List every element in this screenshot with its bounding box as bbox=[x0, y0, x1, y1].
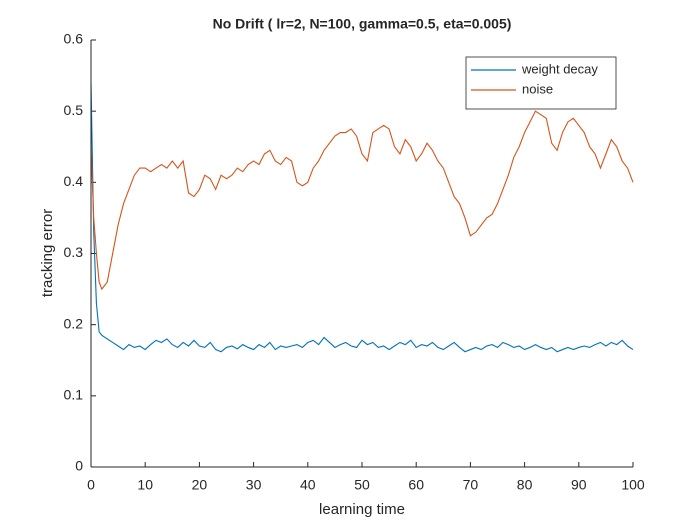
y-tick-label: 0.4 bbox=[64, 173, 84, 189]
legend-box bbox=[465, 56, 617, 110]
y-tick-label: 0.2 bbox=[64, 315, 84, 331]
x-tick-label: 90 bbox=[571, 477, 587, 493]
x-tick-label: 0 bbox=[87, 477, 95, 493]
line bbox=[90, 110, 634, 291]
x-tick-label: 20 bbox=[192, 477, 208, 493]
y-tick-label: 0.1 bbox=[64, 387, 84, 403]
x-tick-label: 40 bbox=[300, 477, 316, 493]
x-tick-label: 30 bbox=[246, 477, 262, 493]
plot-area bbox=[91, 40, 633, 467]
x-tick-label: 60 bbox=[408, 477, 424, 493]
x-tick-label: 50 bbox=[354, 477, 370, 493]
y-axis-label: tracking error bbox=[39, 209, 56, 297]
x-tick-label: 10 bbox=[137, 477, 153, 493]
x-tick-label: 70 bbox=[463, 477, 479, 493]
y-tick-label: 0.3 bbox=[64, 244, 84, 260]
line bbox=[90, 82, 634, 353]
x-tick-label: 100 bbox=[621, 477, 645, 493]
legend-label: weight decay bbox=[521, 61, 598, 76]
y-tick-label: 0.5 bbox=[64, 102, 84, 118]
legend-label: noise bbox=[522, 81, 553, 96]
x-tick-label: 80 bbox=[517, 477, 533, 493]
x-axis-label: learning time bbox=[319, 501, 405, 518]
y-tick-label: 0 bbox=[75, 458, 83, 474]
chart-title: No Drift ( lr=2, N=100, gamma=0.5, eta=0… bbox=[213, 16, 512, 32]
y-tick-label: 0.6 bbox=[64, 31, 84, 47]
